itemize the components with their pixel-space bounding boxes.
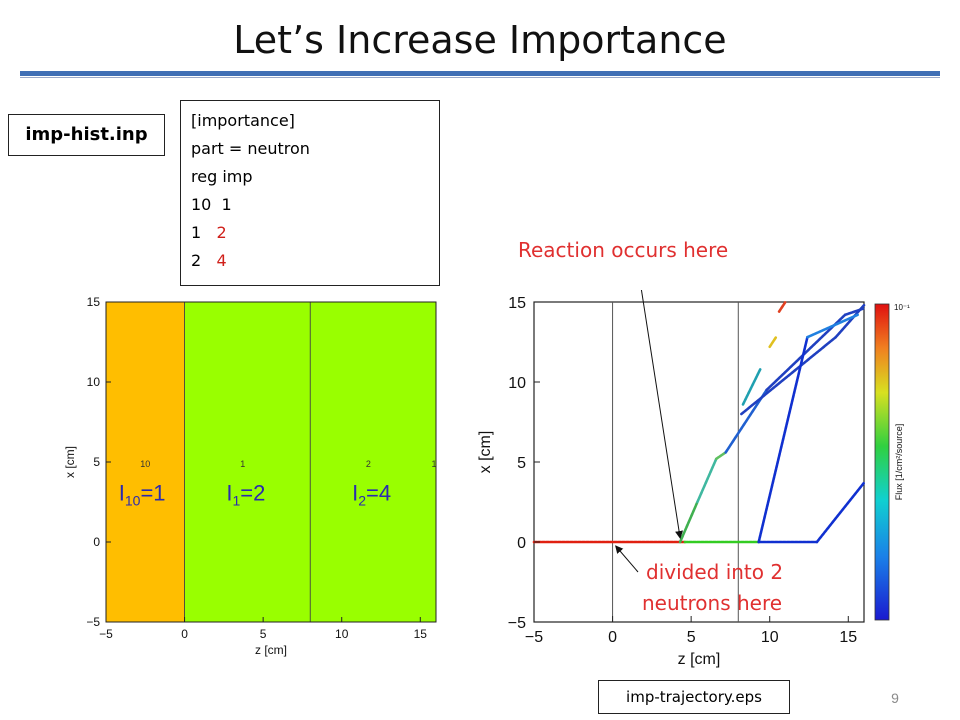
particle-track [741,367,762,406]
slide-title: Let’s Increase Importance [233,18,727,62]
region-2 [309,301,437,623]
region-10 [105,301,185,623]
particle-track [768,335,778,349]
code-line: 2 4 [191,251,227,270]
x-axis-label: z [cm] [678,651,721,668]
reaction-annotation: Reaction occurs here [518,238,729,262]
plot-frame [533,301,865,623]
particle-track [715,451,727,461]
particle-track [815,481,866,544]
code-line: [importance] [191,111,295,130]
output-file-label: imp-trajectory.eps [598,680,790,714]
x-tick-label: −5 [99,627,113,641]
divided-arrow [615,545,639,573]
y-axis-label: x [cm] [477,431,494,474]
y-tick-label: 0 [517,535,526,552]
title-rule-thin [20,77,940,78]
title-rule [20,71,940,76]
particle-track [806,313,859,339]
y-tick-label: 15 [87,295,101,309]
particle-track [834,303,866,339]
y-tick-label: 15 [508,295,526,312]
colorbar-top-label: 10⁻¹ [894,303,910,312]
region-id-label: 2 [366,459,371,469]
divided-annotation-line2: neutrons here [642,591,783,615]
region-importance-plot: 10 1 2 1 −5−5 0 0 5 5 10 10 15 15 z [cm] x [cm] I10=1 I1… [63,295,437,657]
y-tick-label: −5 [508,615,526,632]
divided-annotation-line1: divided into 2 [646,560,784,584]
code-line: reg imp [191,167,253,186]
trajectory-flux-plot: −5−5 0 0 5 5 10 10 15 15 z [cm] x [cm] 10⁻¹ Flux [1/… [477,290,910,668]
x-tick-label: 15 [839,629,857,646]
importance-label: I1=2 [226,480,265,508]
importance-label: I10=1 [119,480,166,508]
y-tick-label: 5 [517,455,526,472]
x-tick-label: 15 [414,627,428,641]
y-tick-label: −5 [86,615,100,629]
input-file-label: imp-hist.inp [8,114,165,156]
y-tick-label: 5 [93,455,100,469]
x-tick-label: 10 [761,629,779,646]
x-axis-label: z [cm] [255,643,287,657]
y-tick-label: 0 [93,535,100,549]
x-tick-label: 10 [335,627,349,641]
y-tick-label: 10 [87,375,101,389]
particle-track [777,300,787,313]
x-tick-label: 5 [687,629,696,646]
code-line: 1 2 [191,223,227,242]
region-id-label: 10 [140,459,150,469]
x-tick-label: 0 [181,627,188,641]
colorbar-label: Flux [1/cm²/source] [894,424,904,501]
code-line: 10 1 [191,195,232,214]
x-tick-label: −5 [525,629,543,646]
particle-track [696,457,718,504]
code-line: part = neutron [191,139,310,158]
x-tick-label: 5 [260,627,267,641]
region-1 [184,301,311,623]
page-number: 9 [891,690,899,706]
x-tick-label: 0 [608,629,617,646]
colorbar [874,303,890,621]
region-id-label: 1 [240,459,245,469]
reaction-arrow [640,290,684,539]
y-axis-label: x [cm] [63,446,77,478]
importance-code-block: [importance] part = neutron reg imp 10 1… [180,100,440,286]
region-edge-label: 1 [431,459,436,469]
particle-track [740,335,837,416]
y-tick-label: 10 [508,375,526,392]
importance-label: I2=4 [352,480,391,508]
particle-track [757,335,809,544]
